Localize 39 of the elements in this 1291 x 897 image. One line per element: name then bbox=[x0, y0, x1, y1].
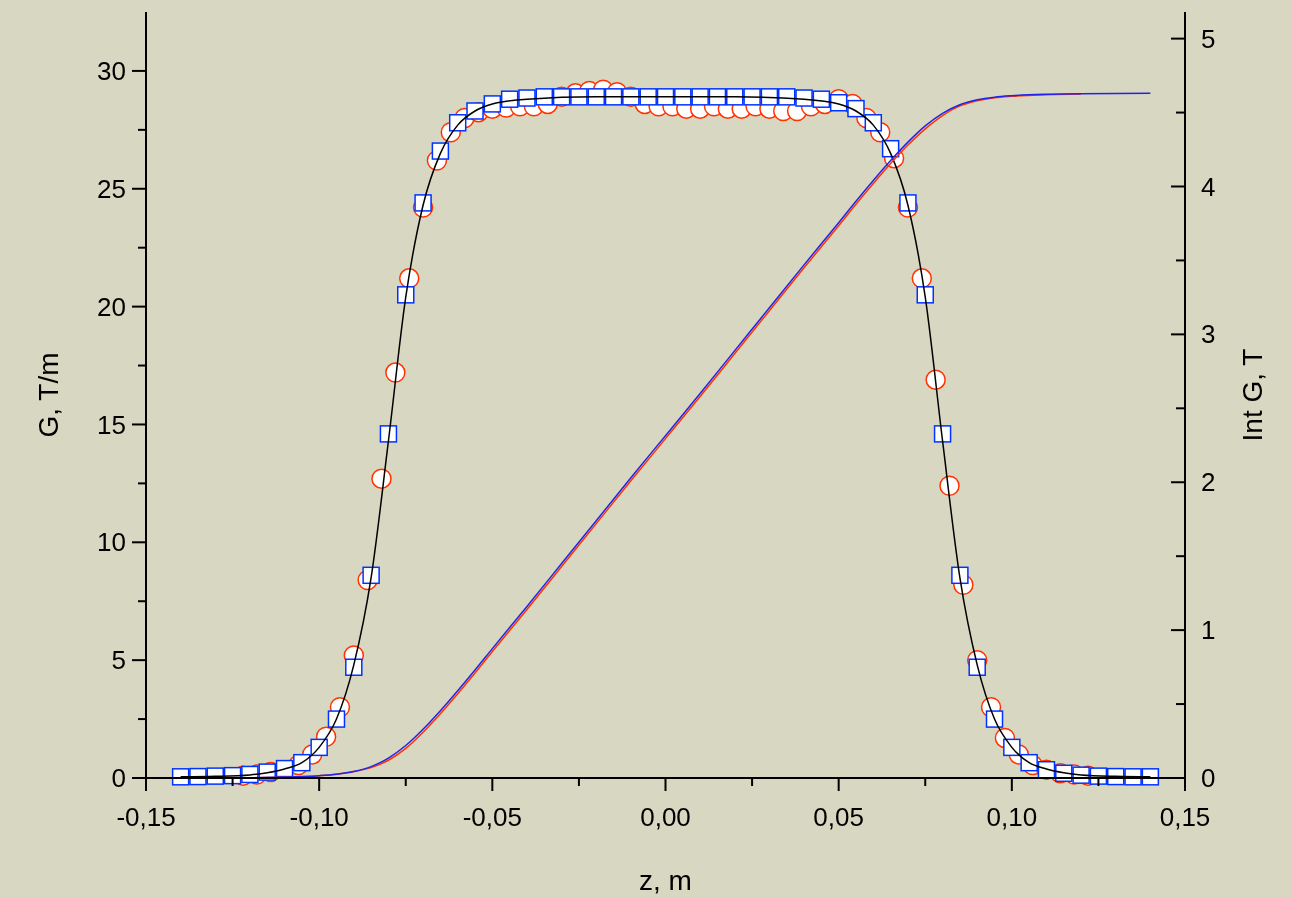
point bbox=[951, 566, 969, 585]
point bbox=[760, 88, 779, 106]
y2-tick-label: 2 bbox=[1201, 467, 1216, 498]
y2-tick-label: 0 bbox=[1201, 763, 1216, 794]
x-tick-label: 0,05 bbox=[813, 802, 864, 832]
x-tick-label: 0,00 bbox=[640, 802, 691, 832]
x-tick-label: -0,05 bbox=[462, 802, 522, 832]
y-tick-label: 25 bbox=[97, 173, 126, 204]
point bbox=[916, 286, 934, 304]
y2-tick-label: 1 bbox=[1201, 615, 1216, 646]
x-tick-label: -0,15 bbox=[116, 802, 176, 832]
point bbox=[379, 425, 398, 443]
point bbox=[933, 425, 952, 443]
x-tick-label: -0,10 bbox=[289, 802, 349, 832]
point bbox=[362, 566, 380, 585]
y-tick-label: 15 bbox=[97, 409, 126, 440]
y-tick-label: 30 bbox=[97, 56, 126, 87]
y-tick-label: 20 bbox=[97, 291, 126, 322]
point bbox=[968, 658, 986, 676]
x-tick-label: 0,15 bbox=[1159, 802, 1211, 832]
x-axis-title: z, m bbox=[639, 865, 692, 896]
point bbox=[397, 286, 415, 304]
point bbox=[345, 658, 363, 676]
y-axis-title: G, T/m bbox=[33, 352, 64, 438]
point bbox=[483, 95, 502, 113]
point bbox=[777, 88, 796, 106]
y2-tick-label: 4 bbox=[1201, 171, 1216, 202]
y-tick-label: 0 bbox=[111, 763, 126, 794]
point bbox=[414, 194, 432, 212]
point bbox=[535, 88, 554, 106]
y-tick-label: 10 bbox=[97, 527, 126, 558]
point bbox=[899, 194, 917, 212]
y2-tick-label: 5 bbox=[1201, 23, 1216, 54]
point bbox=[812, 90, 831, 108]
y-tick-label: 5 bbox=[111, 645, 126, 676]
y2-tick-label: 3 bbox=[1201, 319, 1216, 350]
x-tick-label: 0,10 bbox=[986, 802, 1038, 832]
point bbox=[500, 90, 519, 108]
y2-axis-title: Int G, T bbox=[1237, 348, 1268, 442]
